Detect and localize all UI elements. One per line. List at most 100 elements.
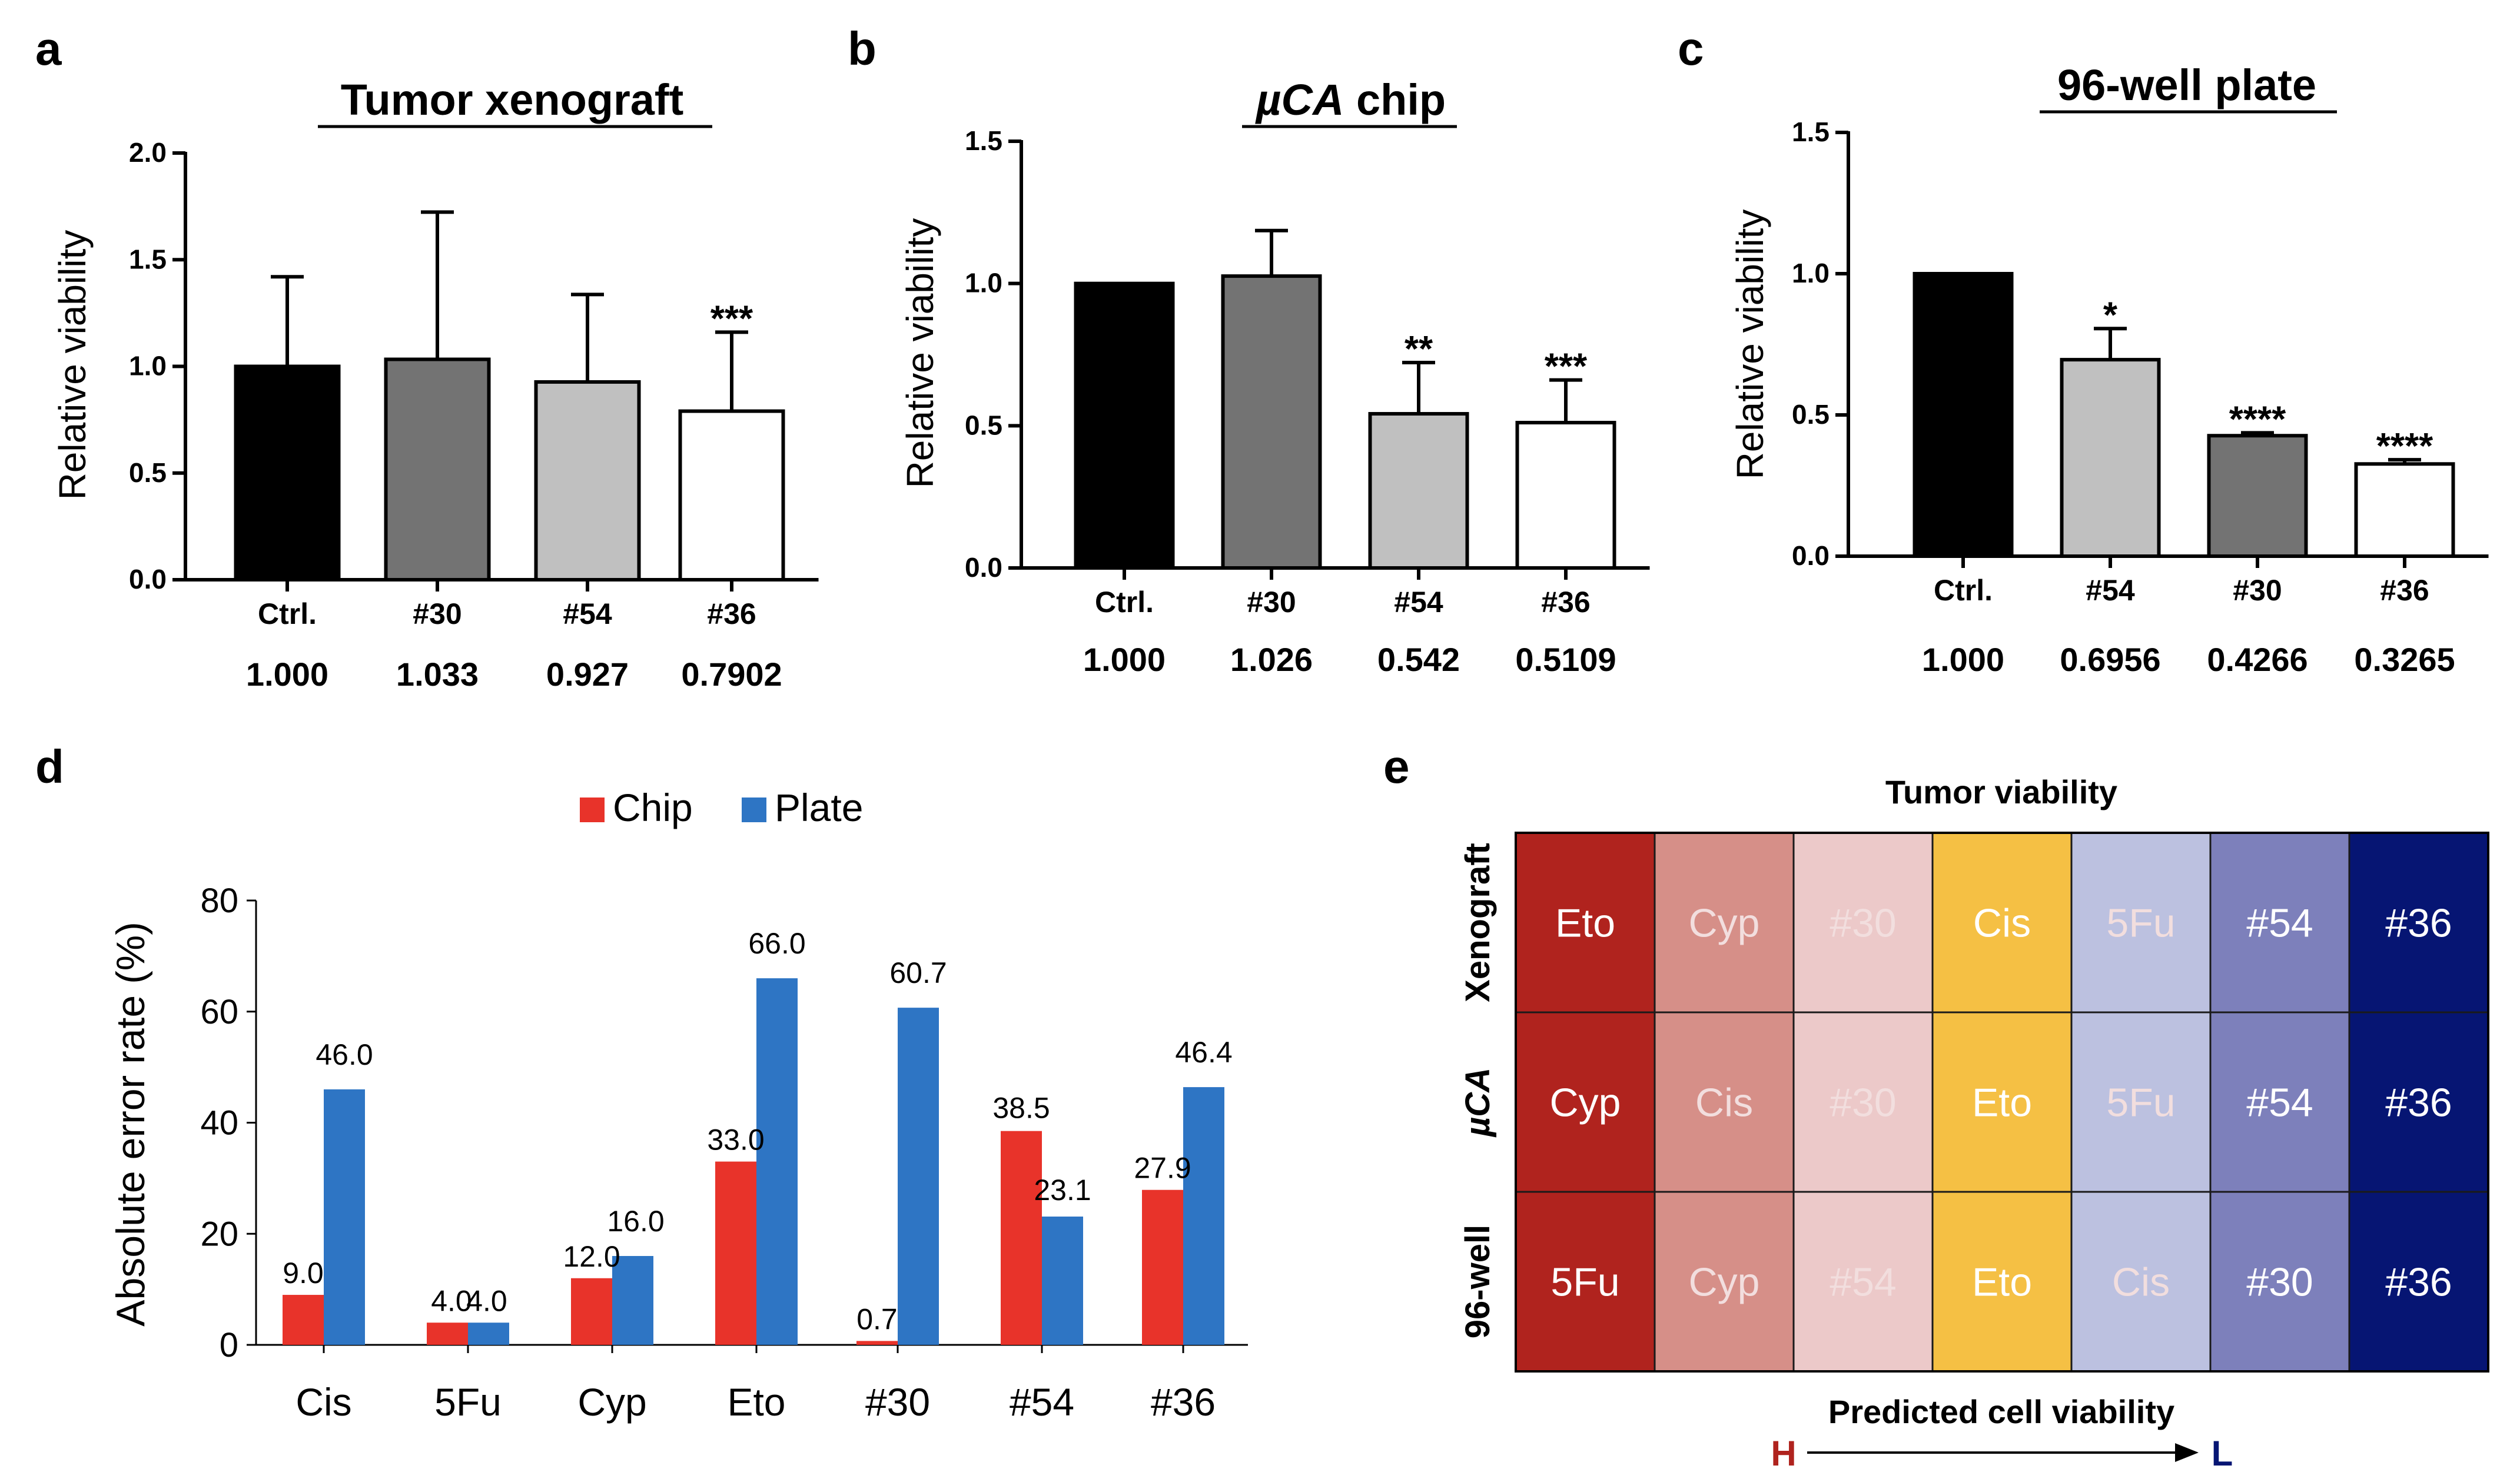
panel-b-y-tick-label: 1.0 bbox=[965, 268, 1002, 298]
panel-letter-c: c bbox=[1678, 22, 1704, 75]
panel-d-label-chip: 4.0 bbox=[431, 1284, 472, 1317]
panel-d-label-chip: 0.7 bbox=[856, 1302, 898, 1335]
heatmap-cell-1-0 bbox=[1515, 1011, 1656, 1193]
heatmap-cell-label: Cis bbox=[2112, 1260, 2170, 1305]
panel-a-category-label: #36 bbox=[707, 597, 756, 630]
panel-d-bar-chip-4 bbox=[856, 1341, 898, 1345]
heatmap-cell-label: #30 bbox=[1830, 1081, 1896, 1125]
panel-c-value-label: 1.000 bbox=[1922, 641, 2004, 678]
panel-c-significance: **** bbox=[2229, 399, 2286, 440]
panel-d-bar-plate-4 bbox=[898, 1008, 939, 1345]
panel-c-bar-3 bbox=[2354, 462, 2455, 559]
panel-d-category-label: #54 bbox=[1010, 1380, 1074, 1424]
heatmap-cell-label: Eto bbox=[1972, 1260, 2032, 1305]
panel-d-y-tick-label: 60 bbox=[200, 993, 238, 1031]
panel-d-bar-plate-6 bbox=[1183, 1087, 1224, 1345]
panel-b-title-rest: chip bbox=[1344, 75, 1446, 124]
panel-b-value-label: 1.026 bbox=[1230, 641, 1313, 678]
panel-a-y-tick-label: 0.0 bbox=[129, 564, 167, 594]
panel-b-y-tick-label: 0.5 bbox=[965, 410, 1002, 440]
heatmap-cell-label: Cyp bbox=[1689, 1260, 1760, 1305]
panel-d-label-plate: 66.0 bbox=[748, 927, 805, 960]
panel-b-bar-chart: µCA chip Relative viability 0.0 0.5 1.0 1.5 Ct… bbox=[899, 75, 1650, 678]
panel-c-category-label: Ctrl. bbox=[1934, 574, 1993, 607]
heatmap-cell-label: Cis bbox=[1695, 1081, 1753, 1125]
panel-b-title-italic: µCA bbox=[1255, 75, 1344, 124]
panel-d-label-plate: 60.7 bbox=[889, 956, 947, 989]
legend-chip-swatch bbox=[580, 798, 605, 822]
panel-c-significance: * bbox=[2103, 295, 2118, 335]
panel-a-value-label: 0.7902 bbox=[681, 656, 782, 693]
heatmap-cell-label: #54 bbox=[2246, 1081, 2313, 1125]
heatmap-cell-label: #54 bbox=[2246, 901, 2313, 946]
legend-plate-label: Plate bbox=[775, 786, 863, 829]
heatmap-cell-label: Cis bbox=[1973, 901, 2031, 946]
panel-c-y-tick-label: 1.0 bbox=[1792, 258, 1830, 288]
panel-c-value-label: 0.3265 bbox=[2354, 641, 2455, 678]
panel-b-significance: *** bbox=[1545, 347, 1588, 387]
panel-d-category-label: Cis bbox=[296, 1380, 351, 1424]
legend-plate-swatch bbox=[742, 798, 766, 822]
panel-e-heatmap: Tumor viability Eto Cyp #30 Cis 5Fu #54 #36 Xeno… bbox=[1459, 773, 2489, 1473]
heatmap-cell-0-3 bbox=[1931, 832, 2073, 1014]
panel-d-label-plate: 4.0 bbox=[466, 1284, 507, 1317]
heatmap-cell-0-2 bbox=[1792, 832, 1934, 1014]
legend-chip-label: Chip bbox=[613, 786, 693, 829]
panel-a-category-label: #54 bbox=[563, 597, 612, 630]
heatmap-cell-label: #36 bbox=[2385, 901, 2452, 946]
panel-letter-a: a bbox=[35, 22, 62, 75]
heatmap-cell-1-1 bbox=[1654, 1011, 1795, 1193]
heatmap-cell-2-6 bbox=[2348, 1191, 2489, 1373]
arrow-start-label: H bbox=[1771, 1434, 1796, 1473]
panel-b-significance: ** bbox=[1405, 329, 1433, 370]
panel-c-y-axis-label: Relative viability bbox=[1729, 210, 1771, 480]
heatmap-border bbox=[1515, 832, 2489, 1373]
panel-a-y-tick-label: 1.0 bbox=[129, 351, 167, 381]
panel-b-value-label: 1.000 bbox=[1083, 641, 1166, 678]
heatmap-cell-label: Eto bbox=[1972, 1081, 2032, 1125]
arrow-head bbox=[2175, 1443, 2199, 1462]
panel-c-category-label: #30 bbox=[2233, 574, 2282, 607]
panel-b-bar-1 bbox=[1221, 274, 1322, 570]
panel-a-y-tick-label: 2.0 bbox=[129, 137, 167, 168]
panel-d-y-tick-label: 20 bbox=[200, 1215, 238, 1253]
panel-b-value-label: 0.542 bbox=[1377, 641, 1460, 678]
panel-c-significance: **** bbox=[2376, 426, 2433, 467]
panel-a-significance: *** bbox=[710, 298, 753, 339]
panel-d-bar-plate-1 bbox=[468, 1322, 509, 1345]
panel-b-category-label: #36 bbox=[1541, 586, 1590, 619]
heatmap-cell-0-5 bbox=[2209, 832, 2350, 1014]
panel-d-category-label: #30 bbox=[865, 1380, 930, 1424]
panel-d-label-chip: 12.0 bbox=[563, 1240, 620, 1273]
panel-c-bar-0 bbox=[1913, 272, 2014, 558]
heatmap-row-label: µCA bbox=[1459, 1068, 1497, 1138]
heatmap-cell-2-3 bbox=[1931, 1191, 2073, 1373]
heatmap-cell-label: #54 bbox=[1830, 1260, 1896, 1305]
heatmap-cell-label: 5Fu bbox=[2106, 1081, 2175, 1125]
panel-d-bar-chip-0 bbox=[283, 1295, 324, 1345]
heatmap-cell-2-5 bbox=[2209, 1191, 2350, 1373]
panel-a-bar-chart: Tumor xenograft Relative viability 0.0 0.5 1… bbox=[51, 75, 819, 693]
panel-d-bar-plate-3 bbox=[756, 978, 798, 1345]
panel-b-category-label: #54 bbox=[1394, 586, 1443, 619]
panel-b-category-label: #30 bbox=[1247, 586, 1296, 619]
arrow-end-label: L bbox=[2212, 1434, 2233, 1473]
panel-d-category-label: 5Fu bbox=[434, 1380, 502, 1424]
heatmap-row-label: Xenograft bbox=[1459, 843, 1497, 1002]
heatmap-cell-1-5 bbox=[2209, 1011, 2350, 1193]
panel-e-title: Tumor viability bbox=[1885, 773, 2117, 810]
panel-d-bar-plate-2 bbox=[612, 1256, 653, 1345]
panel-a-value-label: 1.000 bbox=[246, 656, 328, 693]
panel-d-category-label: Eto bbox=[727, 1380, 785, 1424]
panel-d-y-tick-label: 80 bbox=[200, 882, 238, 920]
heatmap-cell-label: Eto bbox=[1555, 901, 1615, 946]
panel-a-bar-1 bbox=[384, 357, 491, 581]
panel-c-y-tick-label: 0.0 bbox=[1792, 540, 1830, 571]
panel-d-y-tick-label: 40 bbox=[200, 1104, 238, 1142]
panel-d-y-axis-label: Absolute error rate (%) bbox=[108, 922, 153, 1327]
panel-d-bar-chip-6 bbox=[1142, 1189, 1183, 1345]
panel-d-category-label: #36 bbox=[1151, 1380, 1216, 1424]
panel-d-label-chip: 33.0 bbox=[707, 1124, 764, 1157]
panel-letter-d: d bbox=[35, 740, 64, 793]
